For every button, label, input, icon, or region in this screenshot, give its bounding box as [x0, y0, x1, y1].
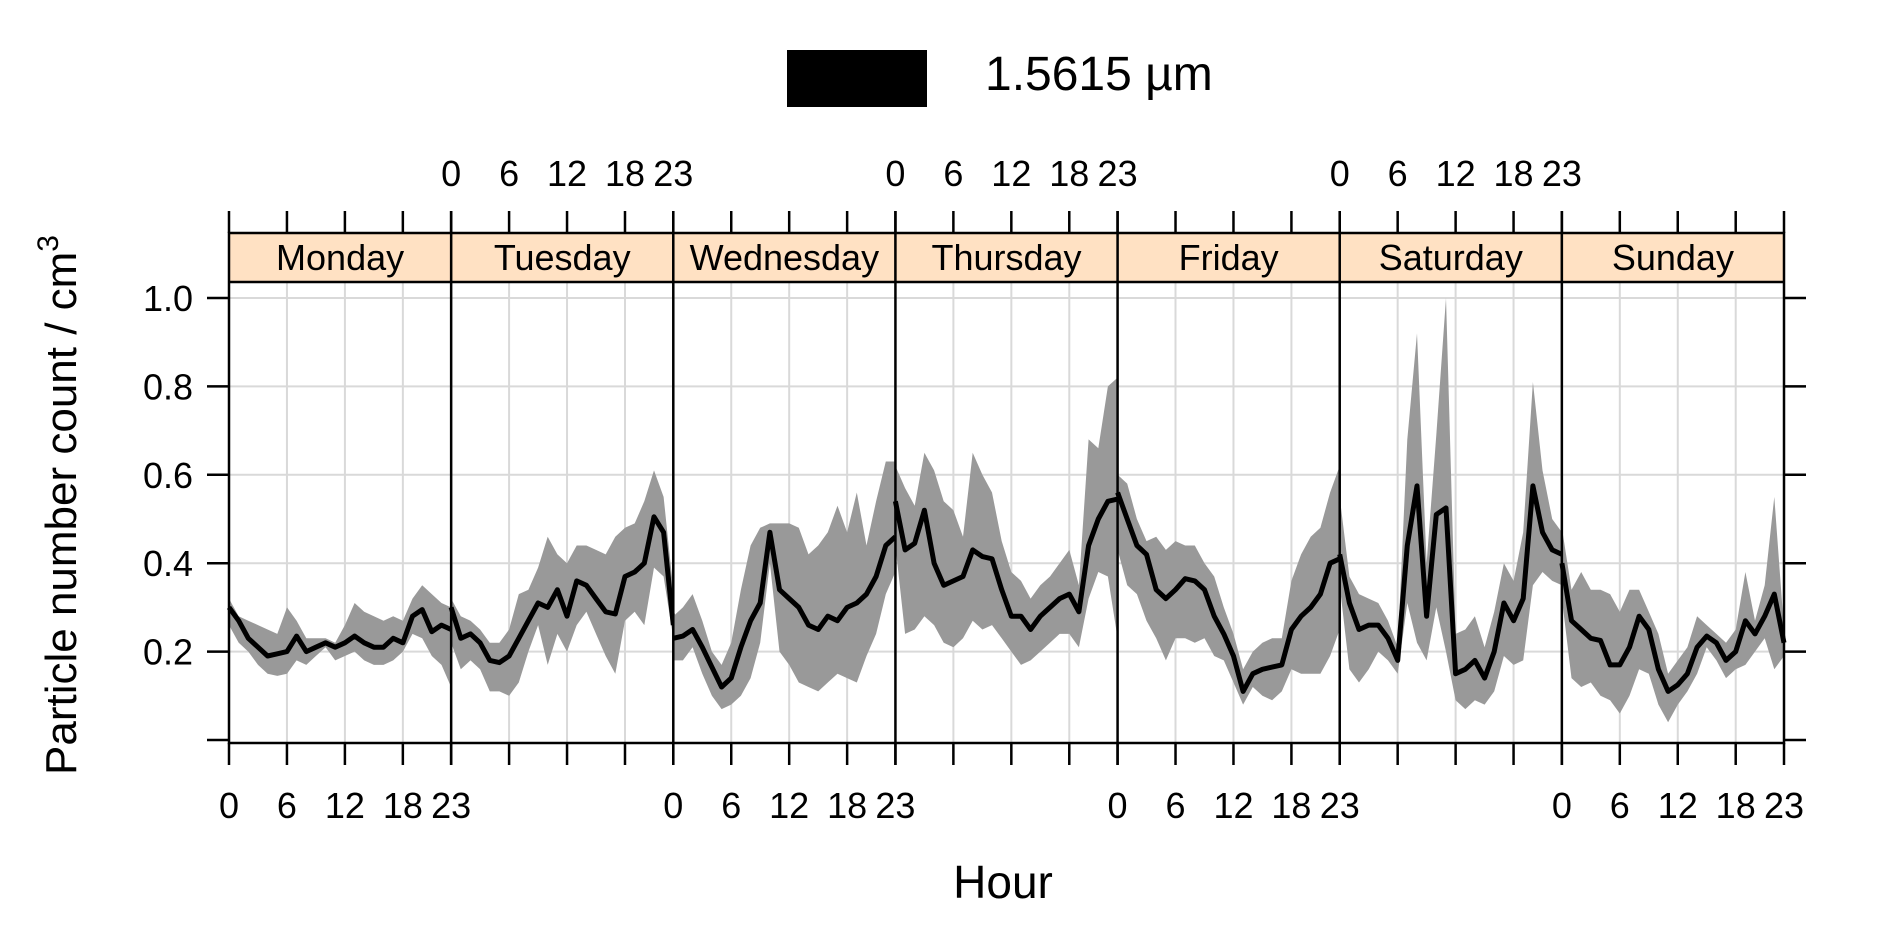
x-tick-label-top: 6	[1388, 153, 1408, 194]
strip-label-tuesday: Tuesday	[494, 237, 631, 278]
confidence-band-friday	[1117, 466, 1340, 705]
y-tick-label: 0.8	[143, 366, 193, 407]
x-tick-label-top: 18	[1049, 153, 1089, 194]
y-tick-label: 0.2	[143, 632, 193, 673]
x-tick-label-bottom: 12	[769, 785, 809, 826]
confidence-band-monday	[229, 585, 452, 687]
x-tick-label-top: 0	[1330, 153, 1350, 194]
x-tick-label-bottom: 23	[431, 785, 471, 826]
x-tick-label-bottom: 0	[1552, 785, 1572, 826]
x-tick-label-top: 0	[441, 153, 461, 194]
legend: 1.5615 µm	[787, 48, 1213, 107]
x-tick-label-top: 18	[1494, 153, 1534, 194]
y-axis-title: Particle number count / cm3	[32, 235, 86, 775]
confidence-band-thursday	[895, 377, 1118, 665]
x-tick-label-top: 0	[885, 153, 905, 194]
x-tick-label-bottom: 18	[1716, 785, 1756, 826]
x-tick-label-top: 23	[653, 153, 693, 194]
x-tick-label-top: 6	[943, 153, 963, 194]
x-tick-label-bottom: 18	[827, 785, 867, 826]
x-tick-label-bottom: 0	[219, 785, 239, 826]
y-axis-title-superscript: 3	[32, 235, 65, 252]
x-tick-label-bottom: 6	[1610, 785, 1630, 826]
y-tick-label: 0.6	[143, 455, 193, 496]
y-tick-label: 1.0	[143, 278, 193, 319]
legend-label: 1.5615 µm	[985, 48, 1213, 101]
strip-label-friday: Friday	[1179, 237, 1279, 278]
x-tick-label-top: 23	[1098, 153, 1138, 194]
x-tick-label-bottom: 12	[325, 785, 365, 826]
strip-label-monday: Monday	[276, 237, 404, 278]
x-tick-label-top: 12	[547, 153, 587, 194]
confidence-band-wednesday	[673, 461, 896, 710]
strip-label-sunday: Sunday	[1612, 237, 1734, 278]
strip-label-saturday: Saturday	[1379, 237, 1523, 278]
mean-line-wednesday	[672, 529, 898, 690]
mean-line-saturday	[1337, 483, 1563, 681]
x-tick-label-bottom: 6	[1166, 785, 1186, 826]
mean-line-thursday	[892, 496, 1119, 632]
y-tick-label: 0.4	[143, 543, 193, 584]
x-tick-label-top: 6	[499, 153, 519, 194]
x-tick-label-bottom: 0	[663, 785, 683, 826]
x-tick-label-bottom: 23	[1764, 785, 1804, 826]
x-tick-label-top: 23	[1542, 153, 1582, 194]
mean-line-friday	[1115, 491, 1341, 694]
mean-line-sunday	[1559, 562, 1787, 694]
x-tick-label-bottom: 18	[383, 785, 423, 826]
plot-frame	[227, 231, 1786, 745]
x-tick-label-bottom: 18	[1271, 785, 1311, 826]
x-tick-label-bottom: 6	[277, 785, 297, 826]
confidence-band-saturday	[1339, 298, 1562, 710]
x-axis-title: Hour	[953, 856, 1053, 908]
mean-line-monday	[226, 605, 453, 659]
mean-line-tuesday	[448, 514, 676, 666]
x-tick-label-bottom: 12	[1658, 785, 1698, 826]
x-tick-label-bottom: 0	[1108, 785, 1128, 826]
x-tick-label-top: 12	[1436, 153, 1476, 194]
x-tick-label-bottom: 12	[1213, 785, 1253, 826]
strip-label-wednesday: Wednesday	[690, 237, 879, 278]
strip-saturday	[1338, 232, 1563, 283]
x-tick-label-top: 12	[991, 153, 1031, 194]
x-tick-label-bottom: 6	[721, 785, 741, 826]
y-axis-title-text: Particle number count / cm	[37, 252, 86, 775]
plot-area: Monday Tuesday Wednesday Thursday Friday Satu…	[143, 153, 1806, 826]
confidence-band-tuesday	[451, 470, 674, 696]
strip-label-thursday: Thursday	[931, 237, 1081, 278]
legend-swatch	[787, 50, 927, 107]
x-tick-label-bottom: 23	[875, 785, 915, 826]
x-tick-label-top: 18	[605, 153, 645, 194]
x-tick-label-bottom: 23	[1320, 785, 1360, 826]
strip-sunday	[1560, 232, 1786, 283]
